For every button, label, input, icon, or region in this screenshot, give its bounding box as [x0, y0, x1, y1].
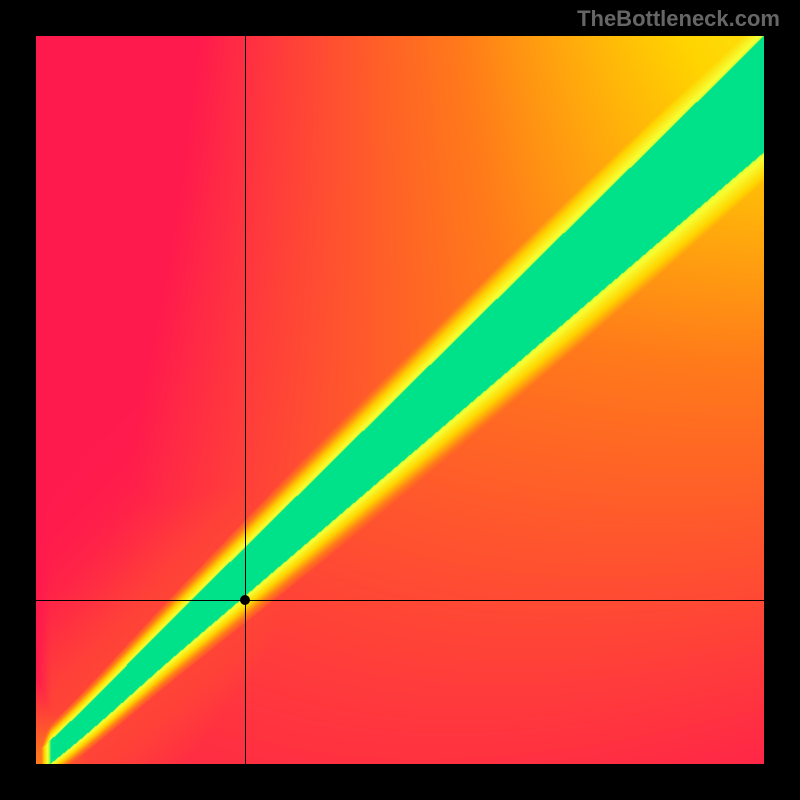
- crosshair-horizontal: [36, 600, 764, 601]
- watermark-text: TheBottleneck.com: [577, 6, 780, 32]
- plot-border-bottom: [0, 764, 800, 800]
- plot-border-left: [0, 0, 36, 800]
- chart-container: TheBottleneck.com: [0, 0, 800, 800]
- heatmap-canvas: [36, 36, 764, 764]
- plot-border-right: [764, 0, 800, 800]
- crosshair-vertical: [245, 36, 246, 764]
- crosshair-marker: [240, 595, 250, 605]
